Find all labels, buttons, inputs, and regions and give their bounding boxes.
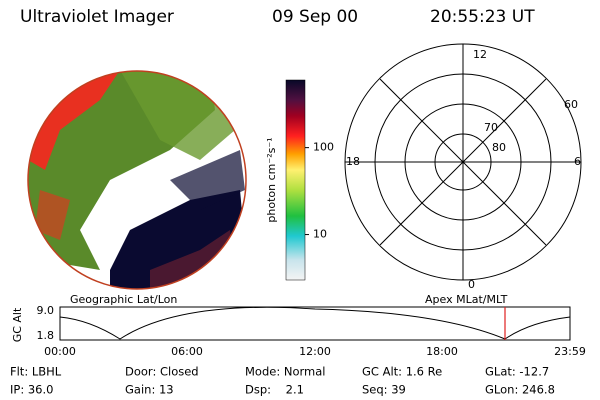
mlt-label: 0 [468,278,475,291]
footer: Flt: LBHL Door: Closed Mode: Normal GC A… [10,365,555,397]
mlat-label: 60 [564,98,578,111]
time-label: 12:00 [299,345,331,358]
status: GLat: -12.7 [485,365,549,379]
status: Door: Closed [125,365,199,379]
status: Gain: 13 [125,383,174,397]
mlt-label: 6 [574,155,581,168]
status: IP: 36.0 [10,383,53,397]
time-label: 18:00 [426,345,458,358]
colorbar: photon cm⁻²s⁻¹ [265,79,306,281]
mlat-label: 80 [492,141,506,154]
colorbar-tick-label: 100 [313,141,334,154]
y-tick-label: 1.8 [37,329,55,342]
time-label: 06:00 [171,345,203,358]
timeline-title: Geographic Lat/Lon [70,293,177,306]
status: Dsp: 2.1 [245,383,304,397]
status: Flt: LBHL [10,365,62,379]
status: Seq: 39 [362,383,406,397]
polar-grid: 12 18 6 0 60 70 80 [344,43,582,291]
colorbar-label: photon cm⁻²s⁻¹ [265,137,278,222]
mlt-label: 18 [346,155,360,168]
title: Ultraviolet Imager [20,7,174,27]
mlat-label: 70 [484,121,498,134]
colorbar-tick-label: 10 [313,228,327,241]
timeline-title: Apex MLat/MLT [425,293,508,306]
time: 20:55:23 UT [430,7,535,27]
time-label: 23:59 [554,345,586,358]
status: GLon: 246.8 [485,383,555,397]
timeline: Geographic Lat/Lon Apex MLat/MLT GC Alt … [11,293,586,358]
colorbar-scale [285,79,306,281]
mlt-label: 12 [473,48,487,61]
time-label: 00:00 [44,345,76,358]
status: Mode: Normal [245,365,325,379]
axis-label: GC Alt [11,307,24,342]
date: 09 Sep 00 [272,7,358,27]
y-tick-label: 9.0 [37,304,55,317]
status: GC Alt: 1.6 Re [362,365,442,379]
earth-image [27,70,247,290]
